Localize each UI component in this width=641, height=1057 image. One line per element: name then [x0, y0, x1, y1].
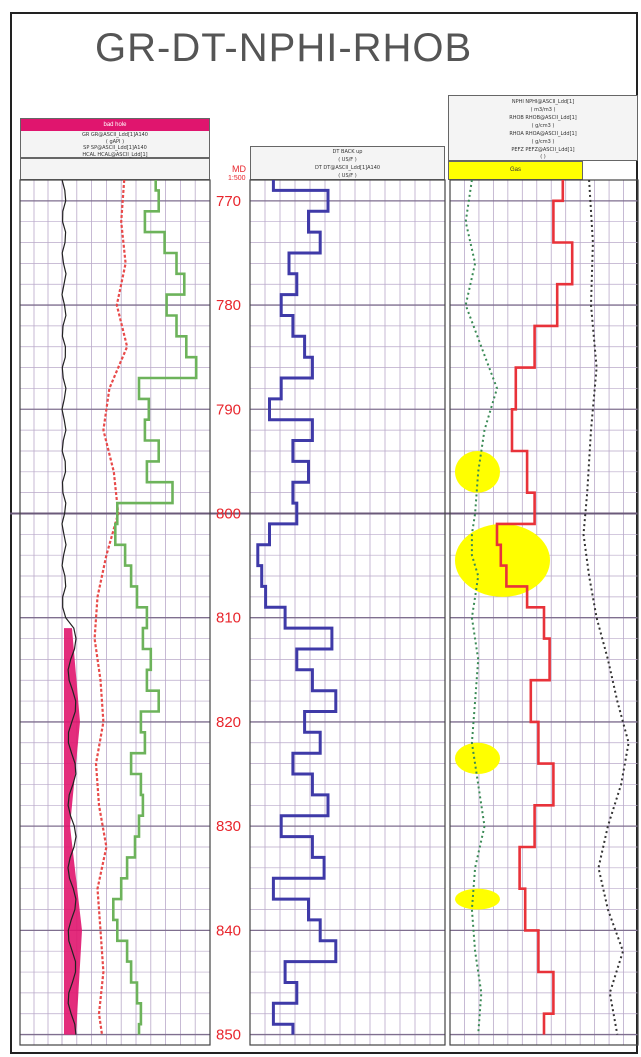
depth-tick-label: 790 [216, 401, 241, 418]
depth-tick-label: 770 [216, 193, 241, 210]
rhoa-header-label: RHOA RHOA@ASCII_Ldd[1] [509, 131, 577, 137]
dt-curve [256, 180, 338, 1035]
bad-hole-band: bad hole [21, 119, 209, 131]
pef-header-label: PEFZ PEFZ@ASCII_Ldd[1] [511, 147, 575, 153]
dt-header-unit: ( US/F ) [338, 173, 357, 179]
track1-header: bad hole GR GR@ASCII_Ldd[1]A140 ( gAPI )… [20, 118, 210, 158]
dt-backup-label: DT BACK up [332, 149, 363, 155]
bad-hole-label: bad hole [103, 122, 127, 128]
gas-shading [455, 888, 500, 910]
depth-tick-label: 850 [216, 1027, 241, 1044]
sp-header-label: SP SP@ASCII_Ldd[1]A140 [83, 145, 147, 151]
gas-band-label: Gas [509, 167, 521, 173]
depth-tick-label: 840 [216, 922, 241, 939]
bad-hole-shading [64, 628, 82, 1035]
gas-shading [455, 742, 500, 775]
track-border [19, 179, 211, 1046]
gr-curve [112, 180, 198, 1035]
track-border [249, 179, 446, 1046]
depth-header-md: MD [232, 164, 246, 174]
rhob-header-unit: ( g/cm3 ) [531, 123, 555, 129]
rhob-curve [495, 180, 574, 1035]
dt-backup-unit: ( US/F ) [338, 157, 357, 163]
track-border [449, 179, 639, 1046]
rhoa-header-unit: ( g/cm3 ) [531, 139, 555, 145]
gas-shading [455, 523, 550, 597]
gr-header-label: GR GR@ASCII_Ldd[1]A140 [81, 132, 148, 138]
nphi-header-unit: ( m3/m3 ) [530, 107, 556, 113]
depth-tick-label: 820 [216, 714, 241, 731]
gas-shading [455, 450, 500, 493]
sp-curve [93, 179, 129, 1035]
depth-tick-label: 830 [216, 818, 241, 835]
depth-tick-label: 800 [216, 505, 241, 522]
chart-title: GR-DT-NPHI-RHOB [95, 26, 473, 70]
gr-header-unit: ( gAPI ) [105, 139, 125, 145]
caliper-curve [61, 179, 77, 1035]
rhob-header-label: RHOB RHOB@ASCII_Ldd[1] [509, 115, 577, 121]
depth-tick-label: 780 [216, 297, 241, 314]
cal-header-label: HCAL HCAL@ASCII_Ldd[1] [82, 152, 148, 158]
depth-tick-label: 810 [216, 610, 241, 627]
dt-header-label: DT DT@ASCII_Ldd[1]A140 [314, 165, 381, 171]
nphi-header-label: NPHI NPHI@ASCII_Ldd[1] [511, 99, 575, 105]
track3-header: NPHI NPHI@ASCII_Ldd[1] ( m3/m3 ) RHOB RH… [448, 95, 638, 161]
pef-header-unit: ( ) [540, 154, 546, 160]
depth-header-ratio: 1:500 [228, 175, 246, 182]
pef-curve [582, 179, 630, 1035]
